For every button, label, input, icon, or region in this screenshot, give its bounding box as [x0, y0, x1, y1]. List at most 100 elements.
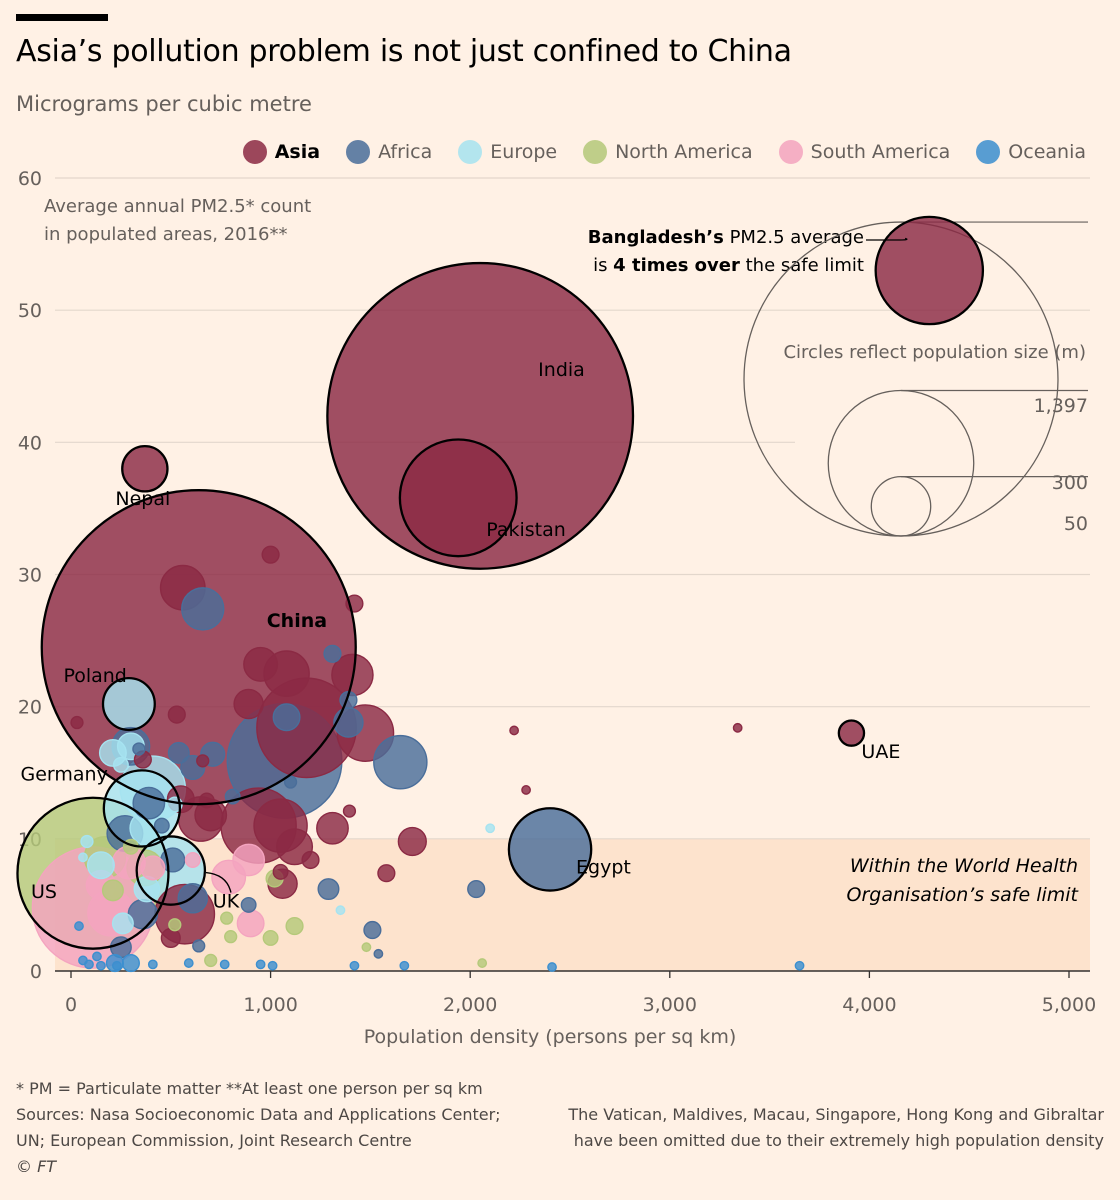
- bubble-africa-40: [333, 707, 364, 738]
- bubble-africa-69: [323, 644, 342, 663]
- bubble-asia-100: [521, 785, 531, 795]
- bubble-asia-89: [196, 754, 210, 768]
- bubble-oceania-120: [112, 960, 122, 971]
- bubble-africa-41: [177, 883, 209, 914]
- bubble-north-america-96: [168, 918, 182, 932]
- bubble-africa-57: [167, 741, 190, 764]
- x-tick-label-1000: 1,000: [243, 994, 297, 1016]
- bubble-north-america-94: [224, 929, 238, 944]
- label-poland: Poland: [63, 665, 126, 687]
- bubble-asia-78: [272, 863, 289, 880]
- bangladesh-annotation-bold2: 4 times over: [613, 255, 740, 276]
- bubble-oceania-115: [78, 955, 88, 966]
- bubble-africa-16: [373, 734, 428, 790]
- bubble-asia-88: [342, 804, 357, 818]
- footer-notes: * PM = Particulate matter **At least one…: [16, 1076, 501, 1180]
- uk-leader-line: [205, 871, 232, 893]
- bubble-oceania-112: [255, 959, 266, 970]
- bubble-south-america-86: [184, 852, 201, 868]
- bubble-africa-81: [153, 817, 170, 834]
- bubble-north-america-74: [285, 916, 304, 936]
- bubble-africa-58: [317, 878, 340, 901]
- footnote-copyright: © FT: [16, 1157, 57, 1176]
- bubble-asia-99: [732, 722, 743, 733]
- bubble-europe-49: [86, 851, 115, 880]
- bubble-india-outline: [326, 261, 635, 570]
- bubble-asia-44: [397, 826, 427, 857]
- bubble-uk-outline: [135, 835, 207, 906]
- legend-swatch-africa: [346, 140, 371, 164]
- bangladesh-annotation-bold: Bangladesh’s: [588, 227, 724, 248]
- bubble-poland-outline: [101, 676, 156, 732]
- bubble-europe-83: [112, 756, 129, 773]
- bubble-europe-102: [485, 823, 496, 834]
- bubble-oceania-118: [219, 959, 230, 970]
- bubble-africa-71: [467, 879, 486, 899]
- footnote-sources-2: UN; European Commission, Joint Research …: [16, 1131, 412, 1150]
- bubble-africa-80: [240, 896, 257, 913]
- size-legend-value-300: 300: [1052, 472, 1088, 494]
- label-germany: Germany: [21, 763, 108, 785]
- bubble-pakistan-outline: [398, 438, 518, 558]
- legend-swatch-south-america: [778, 140, 803, 164]
- bubble-south-america-56: [140, 855, 166, 881]
- bubble-asia-98: [509, 725, 520, 736]
- legend-swatch-oceania: [976, 140, 1001, 164]
- legend-label-asia: Asia: [274, 141, 321, 163]
- x-tick-label-2000: 2,000: [443, 994, 497, 1016]
- label-pakistan: Pakistan: [486, 519, 566, 541]
- bubble-oceania-116: [147, 959, 158, 970]
- bangladesh-annotation-rest: PM2.5 average: [724, 227, 864, 248]
- bubble-europe-104: [78, 852, 88, 863]
- bubble-africa-72: [363, 920, 382, 940]
- legend-item-north-america: North America: [583, 140, 753, 164]
- bubble-china-outline: [40, 489, 357, 806]
- legend-swatch-north-america: [583, 140, 608, 164]
- bubble-oceania-119: [74, 921, 84, 931]
- label-us: US: [31, 881, 57, 903]
- footnote-omitted-2: have been omitted due to their extremely…: [573, 1131, 1104, 1150]
- bubble-asia-67: [377, 864, 396, 883]
- bubble-asia-62: [160, 927, 181, 949]
- bangladesh-annotation-line1: Bangladesh’s PM2.5 average: [588, 227, 864, 248]
- bubble-africa-90: [283, 775, 298, 789]
- who-annotation-line1: Within the World Health: [850, 855, 1078, 877]
- footnote-omitted-1: The Vatican, Maldives, Macau, Singapore,…: [568, 1105, 1104, 1124]
- label-china: China: [267, 610, 327, 632]
- bubble-us-outline: [16, 796, 170, 950]
- chart-subtitle: Micrograms per cubic metre: [16, 92, 312, 116]
- pm-note-line2: in populated areas, 2016**: [44, 224, 287, 245]
- bubble-africa-23: [181, 587, 225, 631]
- label-india: India: [538, 359, 585, 381]
- size-legend-circle-50: [870, 475, 932, 537]
- x-tick-label-0: 0: [65, 994, 77, 1016]
- bubble-oceania-110: [399, 960, 410, 971]
- bubble-africa-46: [272, 703, 301, 732]
- bubble-asia-77: [198, 792, 215, 809]
- bubble-uae-outline: [837, 719, 866, 747]
- bubble-north-america-61: [101, 879, 124, 902]
- x-axis-label: Population density (persons per sq km): [364, 1026, 737, 1048]
- x-tick-label-5000: 5,000: [1042, 994, 1096, 1016]
- legend-label-north-america: North America: [615, 141, 753, 163]
- bubble-oceania-114: [96, 960, 106, 971]
- y-tick-label-20: 20: [18, 697, 42, 719]
- bubble-oceania-111: [267, 960, 278, 971]
- bubble-nepal-outline: [121, 444, 169, 493]
- y-tick-label-60: 60: [18, 168, 42, 190]
- label-nepal: Nepal: [115, 488, 170, 510]
- bubble-oceania-109: [349, 960, 360, 971]
- bubble-asia-87: [70, 715, 84, 730]
- bubble-north-america-97: [204, 953, 218, 968]
- size-legend-title: Circles reflect population size (m): [783, 342, 1086, 363]
- bubble-north-america-105: [361, 942, 372, 953]
- legend-item-africa: Africa: [346, 140, 432, 164]
- legend-label-europe: Europe: [490, 141, 558, 163]
- bubble-africa-36: [132, 786, 166, 820]
- who-annotation-line2: Organisation’s safe limit: [847, 884, 1080, 906]
- legend-item-south-america: South America: [778, 140, 950, 164]
- bubble-asia-35: [316, 811, 349, 845]
- bubble-africa-101: [373, 948, 384, 959]
- legend-item-europe: Europe: [458, 140, 557, 164]
